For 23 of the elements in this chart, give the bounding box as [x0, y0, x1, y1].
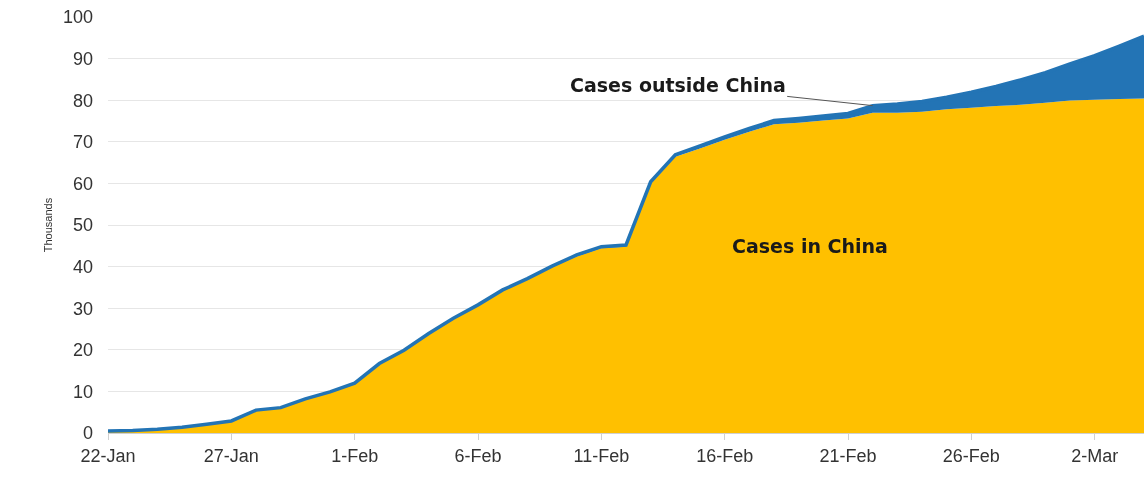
x-tick-label: 2-Mar — [1071, 445, 1119, 466]
y-tick-label: 90 — [72, 48, 93, 69]
y-tick-label: 50 — [72, 215, 93, 236]
annotation: Cases in China — [732, 235, 888, 257]
y-tick-label: 80 — [72, 90, 93, 111]
x-tick-label: 16-Feb — [696, 445, 754, 466]
y-tick-label: 70 — [72, 132, 93, 153]
y-axis-title: Thousands — [41, 197, 54, 253]
y-tick-label: 10 — [72, 381, 93, 402]
x-tick-label: 22-Jan — [80, 445, 136, 466]
x-tick-label: 11-Feb — [573, 445, 630, 466]
y-tick-label: 40 — [72, 256, 93, 277]
x-tick-label: 27-Jan — [203, 445, 259, 466]
y-tick-label: 60 — [72, 173, 93, 194]
y-tick-label: 0 — [82, 423, 93, 444]
y-tick-label: 20 — [72, 340, 93, 361]
y-tick-label: 30 — [72, 298, 93, 319]
x-tick-label: 1-Feb — [331, 445, 379, 466]
x-tick-label: 21-Feb — [819, 445, 877, 466]
y-tick-label: 100 — [62, 7, 93, 28]
annotation: Cases outside China — [570, 74, 786, 96]
x-tick-label: 26-Feb — [942, 445, 1000, 466]
x-tick-label: 6-Feb — [454, 445, 502, 466]
